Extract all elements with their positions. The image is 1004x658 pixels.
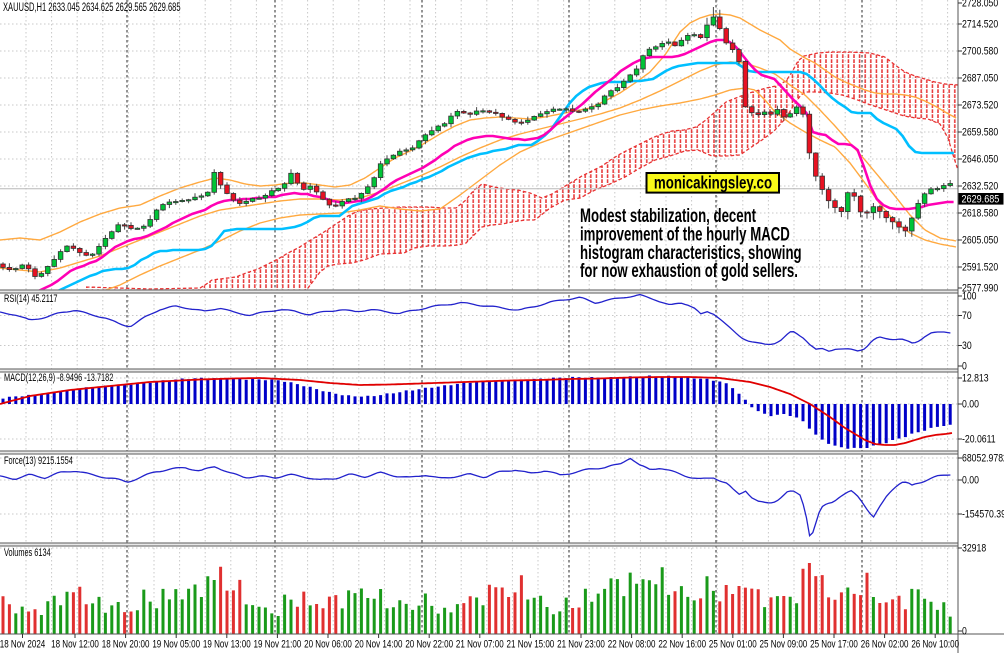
svg-text:XAUUSD,H1 2633.045 2634.625 2: XAUUSD,H1 2633.045 2634.625 2629.565 262… xyxy=(3,1,181,14)
svg-text:2659.580: 2659.580 xyxy=(962,127,999,139)
svg-text:20 Nov 22:00: 20 Nov 22:00 xyxy=(405,638,453,651)
svg-text:Volumes 6134: Volumes 6134 xyxy=(4,547,51,559)
svg-text:0.00: 0.00 xyxy=(962,475,979,487)
svg-text:18 Nov 2024: 18 Nov 2024 xyxy=(0,638,46,651)
svg-text:70: 70 xyxy=(962,310,972,322)
svg-text:2673.520: 2673.520 xyxy=(962,100,999,112)
svg-text:25 Nov 09:00: 25 Nov 09:00 xyxy=(760,638,808,651)
svg-text:18 Nov 12:00: 18 Nov 12:00 xyxy=(51,638,99,651)
svg-text:20 Nov 06:00: 20 Nov 06:00 xyxy=(304,638,352,651)
svg-text:2632.520: 2632.520 xyxy=(962,181,999,193)
svg-text:MACD(12,26,9) -8.9496 -13.7182: MACD(12,26,9) -8.9496 -13.7182 xyxy=(4,372,113,384)
svg-text:2728.050: 2728.050 xyxy=(962,0,999,10)
svg-text:20 Nov 14:00: 20 Nov 14:00 xyxy=(355,638,403,651)
svg-text:25 Nov 17:00: 25 Nov 17:00 xyxy=(810,638,858,651)
svg-text:0.00: 0.00 xyxy=(962,399,979,411)
svg-text:21 Nov 15:00: 21 Nov 15:00 xyxy=(507,638,555,651)
svg-text:2577.990: 2577.990 xyxy=(962,283,999,295)
svg-text:30: 30 xyxy=(962,340,972,352)
svg-text:2591.520: 2591.520 xyxy=(962,262,999,274)
svg-text:25 Nov 01:00: 25 Nov 01:00 xyxy=(709,638,757,651)
svg-text:18 Nov 20:00: 18 Nov 20:00 xyxy=(102,638,150,651)
svg-text:100: 100 xyxy=(962,291,977,303)
svg-text:2714.520: 2714.520 xyxy=(962,19,999,31)
svg-text:22 Nov 08:00: 22 Nov 08:00 xyxy=(608,638,656,651)
svg-text:19 Nov 21:00: 19 Nov 21:00 xyxy=(254,638,302,651)
svg-text:Modest stabilization, decent: Modest stabilization, decent xyxy=(580,206,757,227)
svg-text:22 Nov 16:00: 22 Nov 16:00 xyxy=(658,638,706,651)
svg-text:21 Nov 23:00: 21 Nov 23:00 xyxy=(557,638,605,651)
svg-text:histogram characteristics, sho: histogram characteristics, showing xyxy=(580,243,802,264)
svg-text:2646.050: 2646.050 xyxy=(962,154,999,166)
svg-text:26 Nov 02:00: 26 Nov 02:00 xyxy=(861,638,909,651)
svg-text:2605.050: 2605.050 xyxy=(962,235,999,247)
svg-text:for now exhaustion of gold sel: for now exhaustion of gold sellers. xyxy=(580,261,798,282)
svg-text:21 Nov 07:00: 21 Nov 07:00 xyxy=(456,638,504,651)
svg-text:2629.685: 2629.685 xyxy=(962,194,1000,206)
svg-text:19 Nov 05:00: 19 Nov 05:00 xyxy=(152,638,200,651)
svg-text:0: 0 xyxy=(962,626,967,638)
svg-text:68052.9782: 68052.9782 xyxy=(962,453,1004,465)
svg-text:12.813: 12.813 xyxy=(962,373,989,385)
svg-text:26 Nov 10:00: 26 Nov 10:00 xyxy=(911,638,959,651)
svg-text:improvement of the hourly MACD: improvement of the hourly MACD xyxy=(580,224,790,245)
svg-text:19 Nov 13:00: 19 Nov 13:00 xyxy=(203,638,251,651)
svg-text:2700.580: 2700.580 xyxy=(962,46,999,58)
svg-text:2618.580: 2618.580 xyxy=(962,208,999,220)
svg-text:-154570.39: -154570.39 xyxy=(962,509,1004,521)
svg-text:monicakingsley.co: monicakingsley.co xyxy=(654,174,772,193)
svg-text:RSI(14) 45.2117: RSI(14) 45.2117 xyxy=(4,293,58,305)
svg-text:32918: 32918 xyxy=(962,543,987,555)
svg-text:Force(13) 9215.1554: Force(13) 9215.1554 xyxy=(4,455,73,467)
svg-text:-20.0611: -20.0611 xyxy=(962,434,996,446)
svg-text:0: 0 xyxy=(962,361,967,373)
svg-text:2687.050: 2687.050 xyxy=(962,73,999,85)
